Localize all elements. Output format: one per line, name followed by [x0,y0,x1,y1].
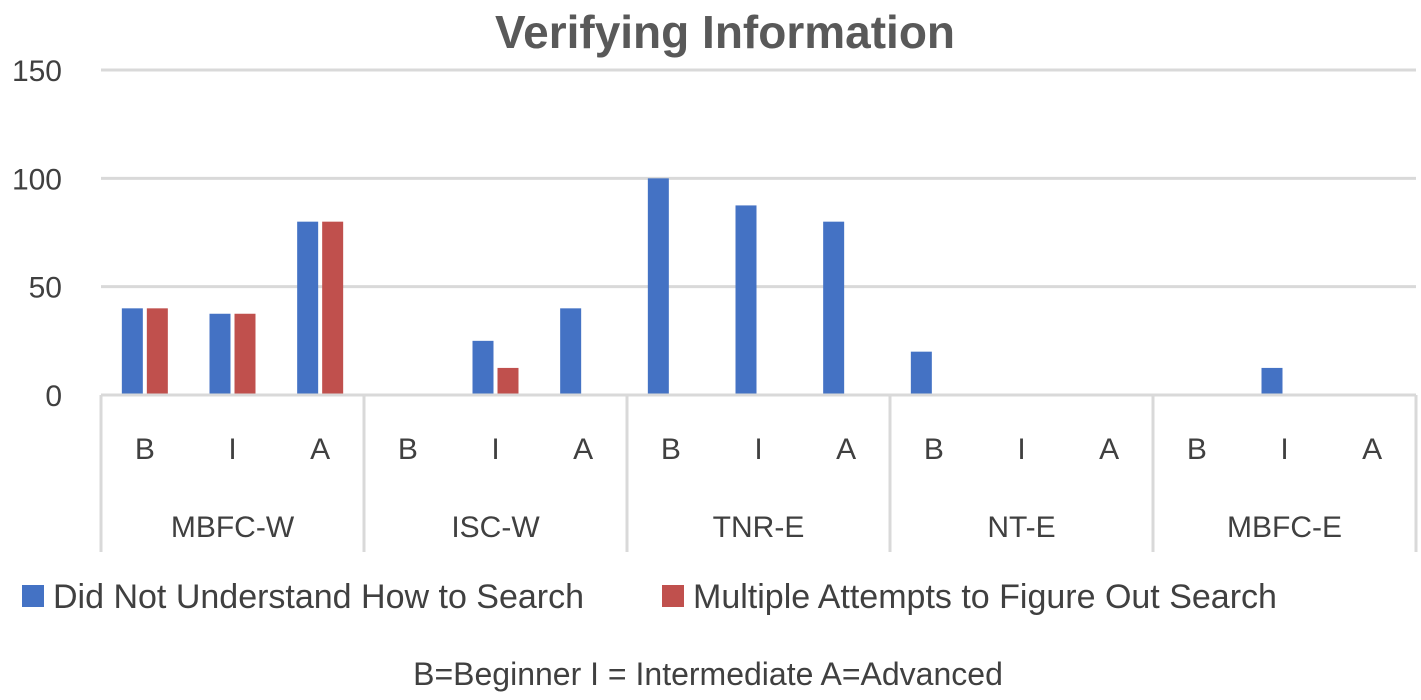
bar [910,351,932,395]
x-group-label: MBFC-E [1227,511,1342,544]
y-tick-label: 150 [12,55,62,88]
x-group-label: NT-E [987,511,1055,544]
bar [560,308,582,395]
bar [735,205,757,395]
x-category-label: I [754,433,762,466]
bar [146,308,168,395]
x-category-label: B [398,433,418,466]
legend-swatch [22,585,44,607]
x-axis: B I A MBFC-W B I A ISC-W B I A TNR-E B I A NT-E B I A MBFC-… [99,393,1418,552]
x-category-label: B [135,433,155,466]
y-axis-ticks: 0 50 100 150 [12,55,62,413]
chart-title: Verifying Information [495,6,955,58]
level-note: B=Beginner I = Intermediate A=Advanced [413,656,1003,692]
legend-label: Multiple Attempts to Figure Out Search [693,578,1277,616]
legend-label: Did Not Understand How to Search [53,578,584,616]
legend-swatch [662,585,684,607]
x-category-label: A [310,433,330,466]
x-group-label: TNR-E [713,511,805,544]
bar [497,367,519,395]
x-group-label: ISC-W [451,511,540,544]
y-tick-label: 100 [12,163,62,196]
x-category-label: A [573,433,593,466]
x-group-label: MBFC-W [171,511,295,544]
bar [472,340,494,395]
bars [121,178,1283,395]
bar [297,221,319,395]
bar [823,221,845,395]
y-tick-label: 0 [45,380,62,413]
x-category-label: I [491,433,499,466]
x-category-label: I [1280,433,1288,466]
x-category-label: I [1017,433,1025,466]
bar [209,313,231,395]
x-category-label: A [1099,433,1119,466]
x-category-label: A [836,433,856,466]
x-category-label: B [1187,433,1207,466]
x-category-label: A [1362,433,1382,466]
bar [234,313,256,395]
x-category-label: I [228,433,236,466]
bar [647,178,669,395]
bar [1261,367,1283,395]
y-tick-label: 50 [29,272,62,305]
bar [121,308,143,395]
legend: Did Not Understand How to Search Multiple… [22,578,1277,616]
gridlines [101,68,1416,289]
x-category-label: B [924,433,944,466]
bar [322,221,344,395]
x-category-label: B [661,433,681,466]
